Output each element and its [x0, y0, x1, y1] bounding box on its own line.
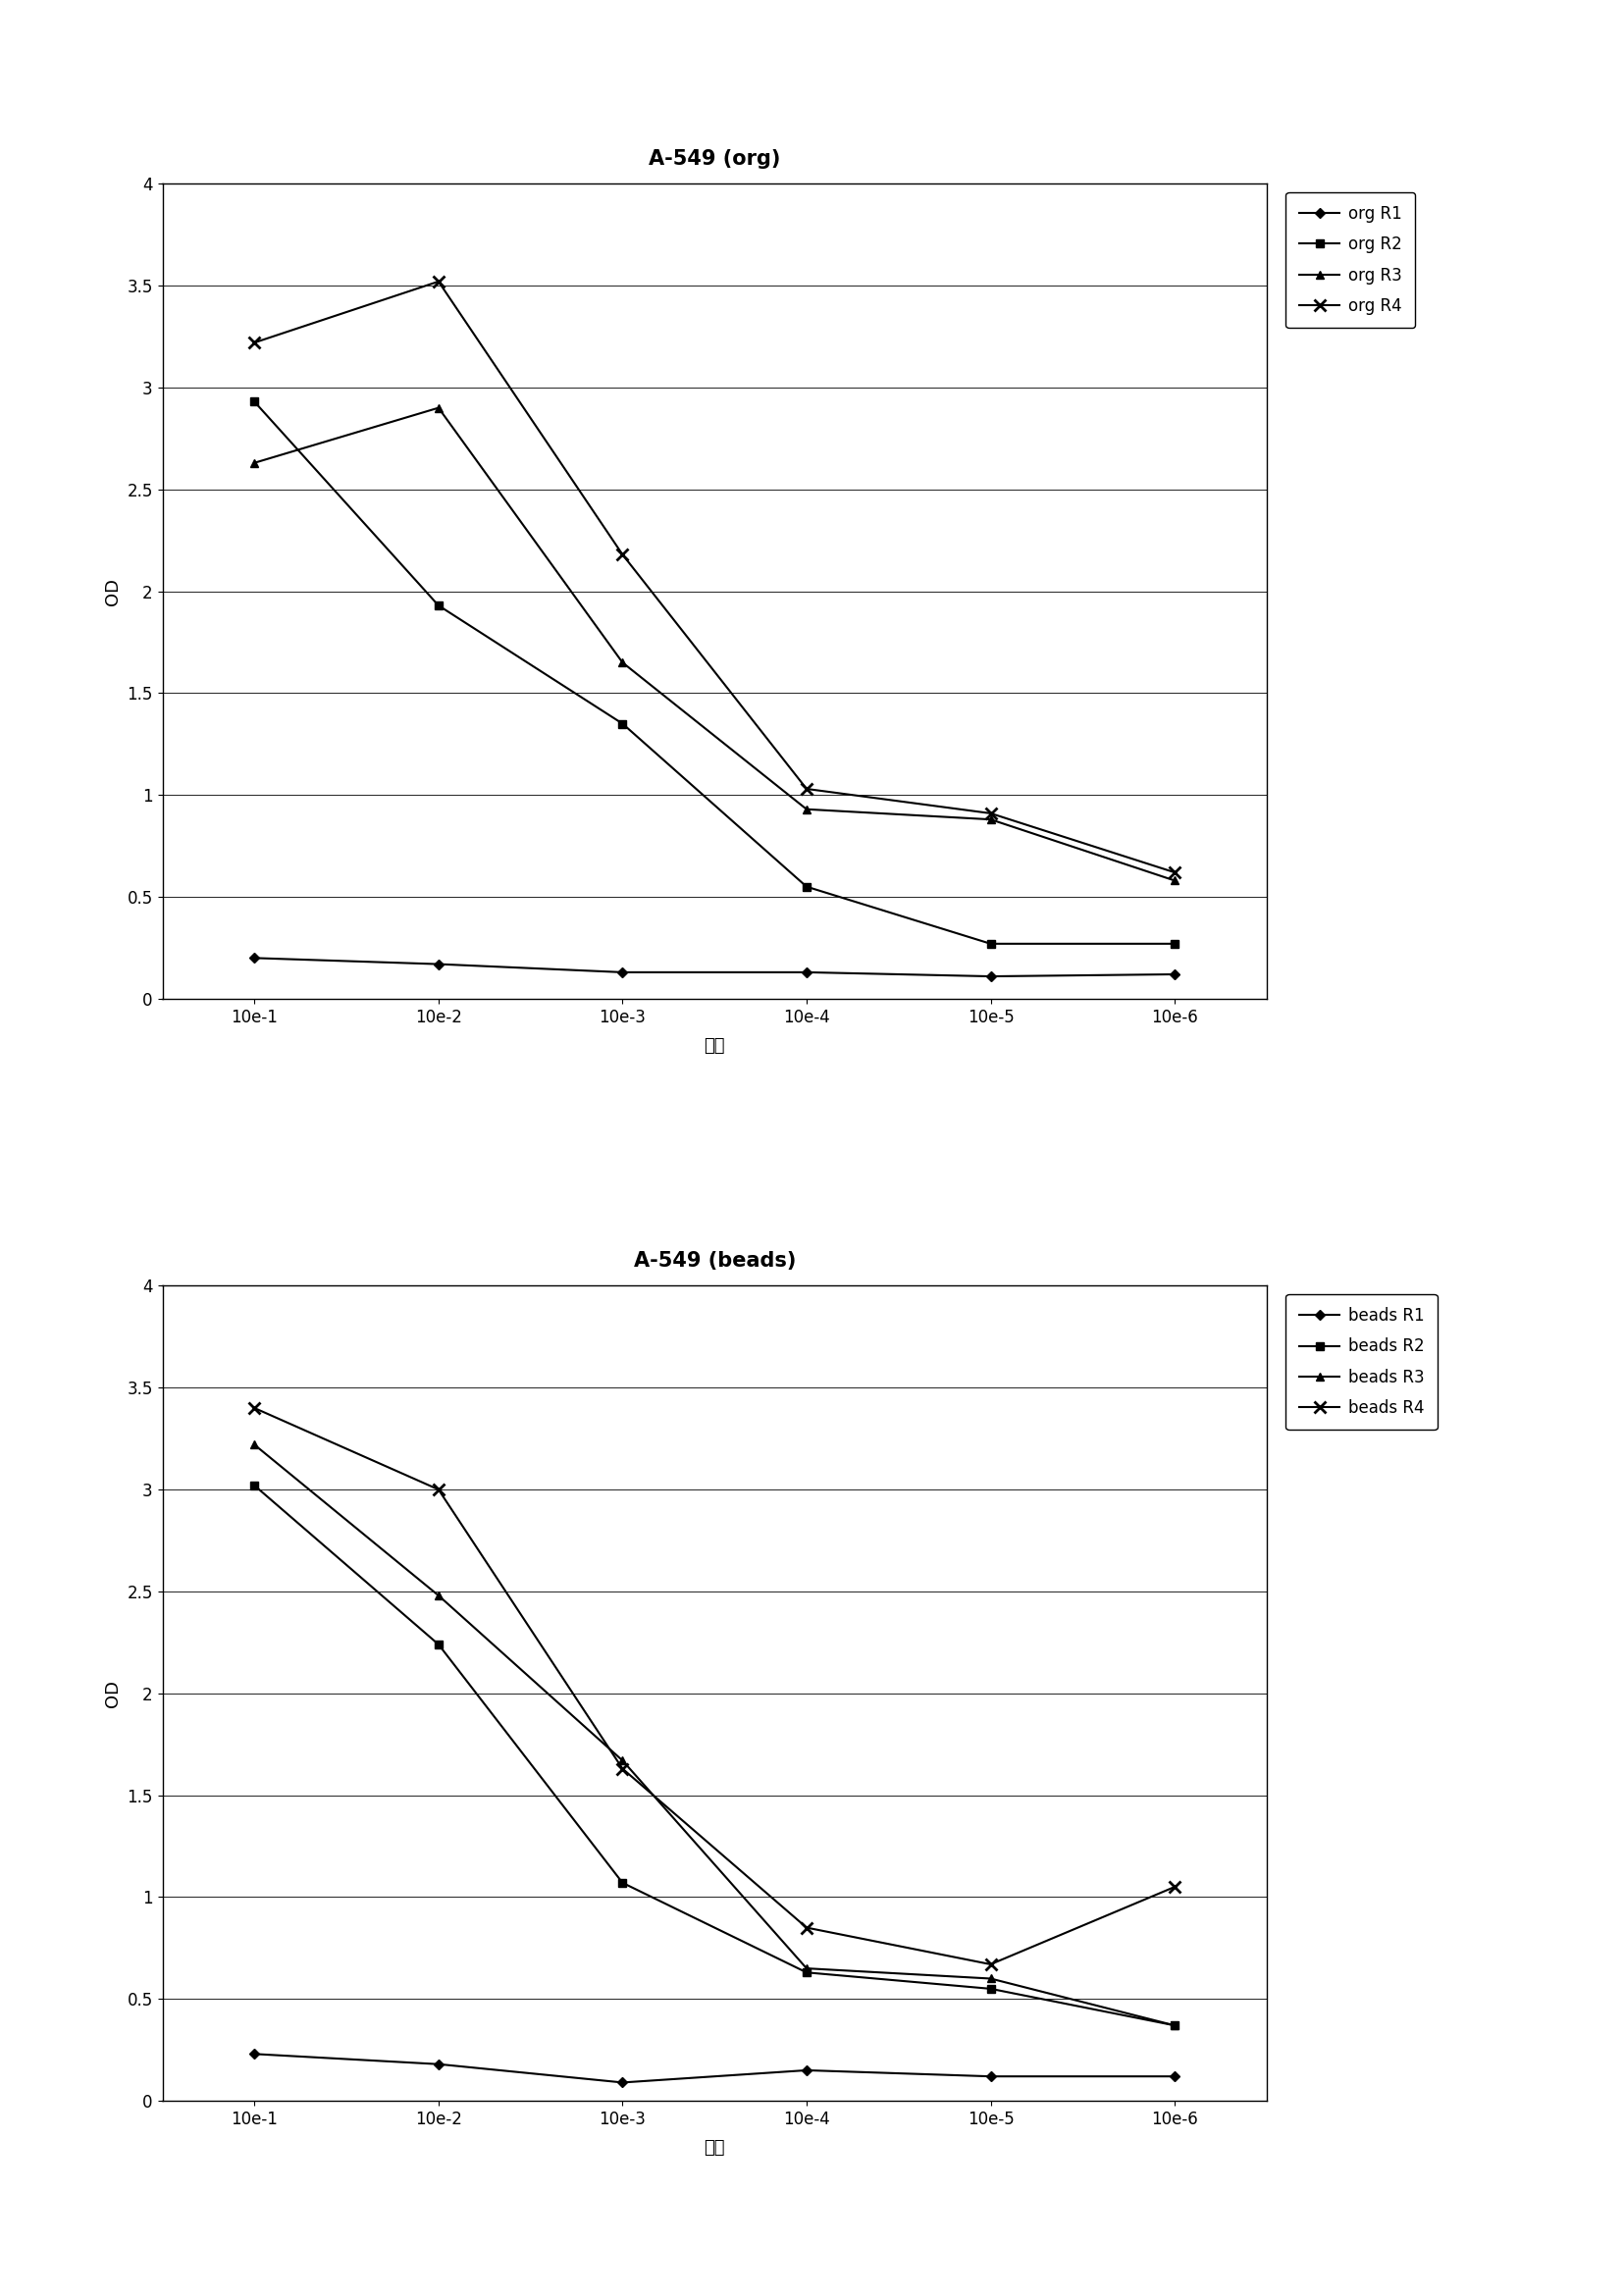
org R1 [1164, 960, 1184, 987]
beads R4 [429, 1476, 448, 1504]
beads R1 [429, 2050, 448, 2078]
beads R2 [797, 1958, 817, 1986]
X-axis label: 样品: 样品 [705, 1038, 724, 1054]
org R3 [429, 395, 448, 422]
org R1 [612, 957, 632, 985]
beads R2 [429, 1630, 448, 1658]
beads R3 [429, 1582, 448, 1609]
beads R4 [981, 1952, 1000, 1979]
Legend: org R1, org R2, org R3, org R4: org R1, org R2, org R3, org R4 [1286, 193, 1415, 328]
org R4 [429, 269, 448, 296]
org R3 [981, 806, 1000, 833]
beads R2 [1164, 2011, 1184, 2039]
Line: org R2: org R2 [250, 397, 1179, 948]
Line: org R3: org R3 [250, 404, 1179, 884]
org R2 [1164, 930, 1184, 957]
beads R1 [1164, 2062, 1184, 2089]
beads R4 [245, 1394, 265, 1421]
beads R2 [245, 1472, 265, 1499]
org R3 [245, 450, 265, 478]
org R4 [981, 799, 1000, 827]
beads R3 [981, 1965, 1000, 1993]
Line: org R1: org R1 [252, 955, 1177, 980]
beads R2 [981, 1975, 1000, 2002]
org R2 [429, 592, 448, 620]
beads R4 [797, 1915, 817, 1942]
org R1 [797, 957, 817, 985]
Title: A-549 (beads): A-549 (beads) [633, 1251, 796, 1270]
Line: org R4: org R4 [248, 276, 1181, 879]
Y-axis label: OD: OD [104, 1681, 122, 1706]
org R4 [797, 776, 817, 804]
Y-axis label: OD: OD [104, 579, 122, 604]
beads R1 [245, 2041, 265, 2069]
Title: A-549 (org): A-549 (org) [648, 149, 781, 168]
org R2 [245, 388, 265, 416]
beads R4 [612, 1754, 632, 1782]
org R4 [612, 542, 632, 569]
Legend: beads R1, beads R2, beads R3, beads R4: beads R1, beads R2, beads R3, beads R4 [1286, 1295, 1437, 1430]
org R3 [1164, 868, 1184, 895]
Line: beads R1: beads R1 [252, 2050, 1177, 2085]
org R1 [429, 951, 448, 978]
org R4 [1164, 859, 1184, 886]
X-axis label: 稀释: 稀释 [705, 2140, 724, 2156]
Line: beads R2: beads R2 [250, 1481, 1179, 2030]
beads R3 [245, 1430, 265, 1458]
beads R3 [797, 1954, 817, 1981]
beads R3 [1164, 2011, 1184, 2039]
beads R1 [612, 2069, 632, 2096]
org R2 [612, 709, 632, 737]
org R4 [245, 328, 265, 356]
org R1 [245, 944, 265, 971]
org R1 [981, 962, 1000, 990]
org R3 [612, 650, 632, 677]
org R3 [797, 794, 817, 822]
beads R2 [612, 1869, 632, 1896]
beads R3 [612, 1747, 632, 1775]
Line: beads R3: beads R3 [250, 1440, 1179, 2030]
org R2 [981, 930, 1000, 957]
org R2 [797, 872, 817, 900]
beads R1 [797, 2057, 817, 2085]
beads R4 [1164, 1874, 1184, 1901]
beads R1 [981, 2062, 1000, 2089]
Line: beads R4: beads R4 [248, 1403, 1181, 1970]
